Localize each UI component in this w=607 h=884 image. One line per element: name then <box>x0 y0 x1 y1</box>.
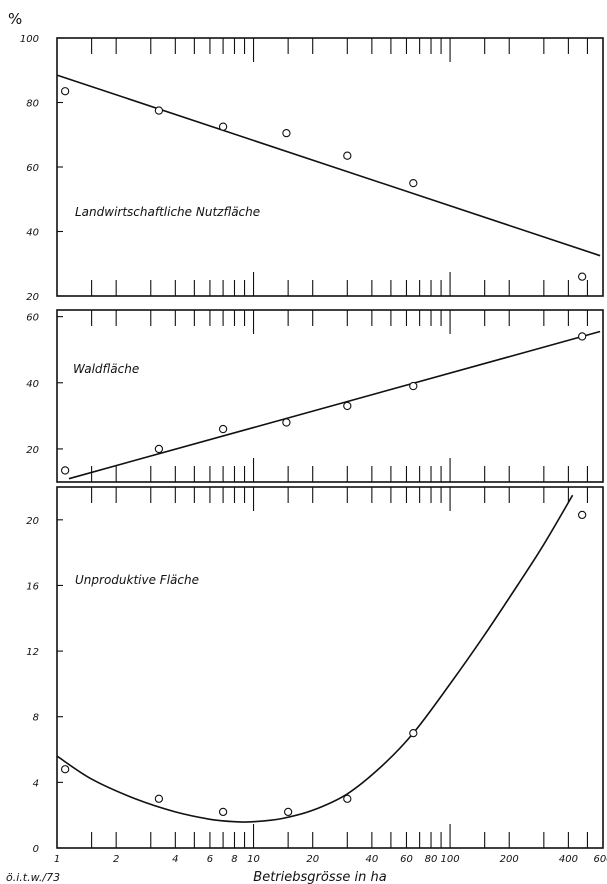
data-point <box>218 807 228 817</box>
x-tick-label: 40 <box>365 854 378 865</box>
panel-1: 20 40 60 80 100 Landwirtschaftliche Nutzfläch… <box>20 34 604 303</box>
data-point <box>409 728 418 738</box>
data-point <box>154 444 164 454</box>
data-point <box>154 794 164 803</box>
data-point <box>60 765 70 774</box>
x-tick-label: 600 <box>593 854 607 865</box>
data-point <box>218 122 228 131</box>
y-tick-label: 40 <box>26 379 39 390</box>
data-point <box>578 510 587 520</box>
y-tick-label: 16 <box>26 581 39 592</box>
data-point <box>343 794 352 803</box>
x-tick-label: 4 <box>172 854 178 865</box>
data-point <box>218 424 228 434</box>
y-tick-label: 40 <box>26 228 39 239</box>
x-tick-label: 10 <box>247 854 260 865</box>
x-tick-label: 80 <box>425 854 438 865</box>
data-point <box>60 466 70 475</box>
data-point <box>283 807 293 817</box>
x-tick-label: 2 <box>113 854 119 865</box>
data-point <box>409 178 418 188</box>
data-point <box>282 418 291 427</box>
panel-frame <box>56 309 604 483</box>
data-point <box>578 272 587 281</box>
x-tick-label: 20 <box>306 854 319 865</box>
x-tick-label: 8 <box>231 854 237 865</box>
y-tick-label: 20 <box>26 292 39 303</box>
y-tick-label: 4 <box>33 778 39 789</box>
x-tick-label: 200 <box>500 854 519 865</box>
data-point <box>578 332 587 341</box>
data-point <box>343 151 352 160</box>
x-axis-label: Betriebsgrösse in ha <box>253 870 386 884</box>
y-unit-label: % <box>8 10 22 28</box>
y-tick-label: 60 <box>26 313 39 324</box>
y-tick-label: 60 <box>26 163 39 174</box>
x-tick-label: 60 <box>400 854 413 865</box>
x-tick-label: 1 <box>54 854 60 865</box>
y-tick-label: 0 <box>33 844 39 855</box>
data-point <box>343 401 352 411</box>
y-tick-label: 20 <box>26 516 39 527</box>
trend-line <box>68 330 601 480</box>
panel-frame <box>56 486 604 849</box>
series-label: Unproduktive Fläche <box>75 573 199 587</box>
data-point <box>282 128 291 138</box>
trend-line <box>56 74 601 257</box>
data-point <box>154 106 164 115</box>
footnote: ö.i.t.w./73 <box>6 871 60 884</box>
series-label: Landwirtschaftliche Nutzfläche <box>75 205 260 219</box>
x-tick-label: 100 <box>441 854 460 865</box>
panel-2: 20 40 60 Waldfläche <box>26 309 604 483</box>
data-point <box>60 87 70 96</box>
y-tick-label: 8 <box>33 713 39 724</box>
trend-curve <box>56 494 574 823</box>
x-tick-label: 6 <box>207 854 213 865</box>
panel-frame <box>56 37 604 297</box>
data-point <box>409 381 418 391</box>
y-tick-label: 12 <box>26 647 39 658</box>
x-tick-label: 400 <box>559 854 578 865</box>
y-tick-label: 20 <box>26 445 39 456</box>
series-label: Waldfläche <box>73 362 139 376</box>
y-tick-label: 100 <box>20 34 39 45</box>
y-tick-label: 80 <box>26 99 39 110</box>
